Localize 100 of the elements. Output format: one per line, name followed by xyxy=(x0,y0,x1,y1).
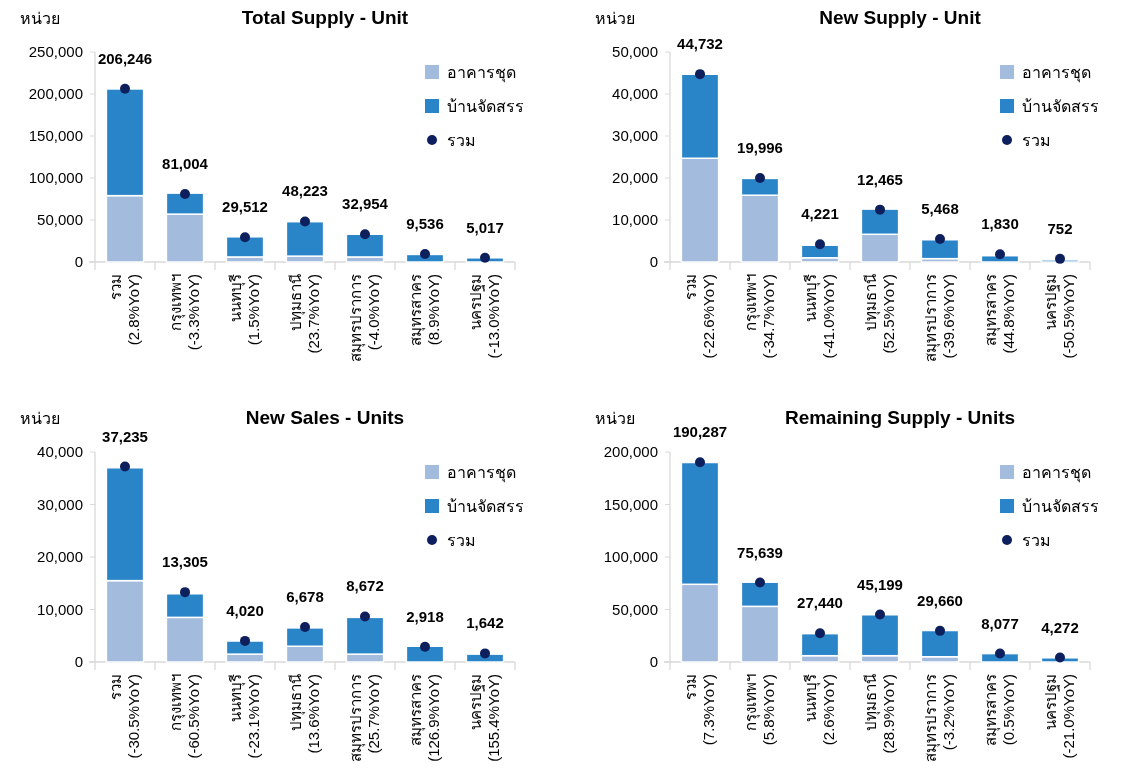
y-tick-label: 150,000 xyxy=(28,127,83,144)
x-tick-label: สมุทรปราการ (-39.6%YoY) xyxy=(922,274,958,362)
data-label: 8,672 xyxy=(346,577,384,595)
legend-label: อาคารชุด xyxy=(447,464,516,483)
bar xyxy=(800,244,840,259)
x-tick-label: สมุทรสาคร (0.5%YoY) xyxy=(982,674,1018,746)
y-tick-label: 100,000 xyxy=(603,548,658,565)
point xyxy=(420,248,430,259)
data-label: 29,512 xyxy=(222,198,268,216)
x-tick-label: นนทบุรี (1.5%YoY) xyxy=(227,274,263,346)
data-label: 8,077 xyxy=(981,614,1019,632)
data-label: 81,004 xyxy=(162,154,209,172)
y-tick-label: 200,000 xyxy=(603,443,658,460)
data-label: 37,235 xyxy=(102,427,148,445)
y-tick-label: 0 xyxy=(74,653,83,670)
y-tick-label: 0 xyxy=(74,253,83,270)
x-tick-label: ปทุมธานี (28.9%YoY) xyxy=(862,674,898,754)
x-tick-label: นนทบุรี (-23.1%YoY) xyxy=(227,674,263,759)
point xyxy=(755,577,765,588)
point xyxy=(995,648,1005,659)
y-tick-label: 30,000 xyxy=(612,127,658,144)
y-tick-label: 20,000 xyxy=(37,548,83,565)
legend-label: รวม xyxy=(1022,132,1051,149)
y-tick-label: 0 xyxy=(649,253,658,270)
point xyxy=(300,621,310,632)
y-tick-label: 10,000 xyxy=(37,600,83,618)
x-tick-label: กรุงเทพฯ (-3.3%YoY) xyxy=(167,274,203,351)
data-label: 9,536 xyxy=(406,214,444,232)
x-tick-label: กรุงเทพฯ (-60.5%YoY) xyxy=(167,674,203,759)
data-label: 44,732 xyxy=(677,35,723,53)
x-tick-label: นครปฐม (-13.0%YoY) xyxy=(467,274,503,359)
bar xyxy=(920,238,960,260)
data-label: 4,020 xyxy=(226,601,264,619)
y-axis-title: หน่วย xyxy=(595,410,635,427)
point xyxy=(360,611,370,622)
data-label: 206,246 xyxy=(97,49,153,67)
x-tick-label: สมุทรปราการ (-3.2%YoY) xyxy=(922,674,958,762)
point xyxy=(695,69,705,80)
x-tick-label: ปทุมธานี (52.5%YoY) xyxy=(862,274,898,354)
y-tick-label: 40,000 xyxy=(37,443,83,460)
x-tick-label: นนทบุรี (2.6%YoY) xyxy=(802,674,838,746)
data-label: 4,272 xyxy=(1041,618,1079,636)
data-label: 1,830 xyxy=(981,215,1019,233)
x-tick-label: สมุทรสาคร (44.8%YoY) xyxy=(982,274,1018,354)
y-axis-title: หน่วย xyxy=(20,410,60,427)
x-tick-label: สมุทรสาคร (8.9%YoY) xyxy=(407,274,443,346)
data-label: 5,468 xyxy=(921,200,959,218)
x-tick-label: สมุทรปราการ (-4.0%YoY) xyxy=(347,274,383,362)
chart-title: Total Supply - Unit xyxy=(241,7,409,28)
legend-label: อาคารชุด xyxy=(1022,464,1091,483)
x-tick-label: สมุทรสาคร (126.9%YoY) xyxy=(407,674,443,762)
point xyxy=(815,628,825,639)
data-label: 27,440 xyxy=(797,594,843,612)
point xyxy=(815,239,825,250)
x-tick-label: รวม (2.8%YoY) xyxy=(107,274,143,346)
y-tick-label: 20,000 xyxy=(612,169,658,186)
point xyxy=(935,625,945,636)
point xyxy=(120,83,130,94)
data-label: 12,465 xyxy=(857,170,903,188)
y-axis-title: หน่วย xyxy=(20,10,60,27)
x-tick-label: รวม (-30.5%YoY) xyxy=(107,674,143,759)
point xyxy=(935,234,945,245)
data-label: 48,223 xyxy=(282,182,328,200)
data-label: 5,017 xyxy=(466,218,504,236)
data-label: 45,199 xyxy=(857,575,903,593)
data-label: 19,996 xyxy=(737,139,783,157)
data-label: 190,287 xyxy=(672,423,728,441)
legend-label: อาคารชุด xyxy=(447,64,516,83)
data-label: 29,660 xyxy=(917,591,963,609)
chart-title: Remaining Supply - Units xyxy=(784,407,1016,428)
data-label: 75,639 xyxy=(737,543,783,561)
legend-label: อาคารชุด xyxy=(1022,64,1091,83)
point xyxy=(180,587,190,598)
point xyxy=(240,635,250,646)
x-tick-label: ปทุมธานี (23.7%YoY) xyxy=(287,274,323,354)
y-tick-label: 150,000 xyxy=(603,495,658,513)
x-tick-label: รวม (7.3%YoY) xyxy=(682,674,718,746)
legend-label: รวม xyxy=(1022,532,1051,549)
legend-label: บ้านจัดสรร xyxy=(447,498,524,515)
x-tick-label: กรุงเทพฯ (-34.7%YoY) xyxy=(742,274,778,359)
legend-label: รวม xyxy=(447,132,476,149)
point xyxy=(420,641,430,652)
point xyxy=(480,252,490,263)
data-label: 1,642 xyxy=(466,614,504,632)
point xyxy=(1055,652,1065,663)
x-tick-label: นครปฐม (155.4%YoY) xyxy=(467,674,503,762)
point xyxy=(1055,253,1065,264)
legend-label: รวม xyxy=(447,532,476,549)
x-tick-label: สมุทรปราการ (25.7%YoY) xyxy=(347,674,383,762)
bar xyxy=(405,645,445,663)
x-tick-label: ปทุมธานี (13.6%YoY) xyxy=(287,674,323,754)
data-label: 752 xyxy=(1047,219,1073,237)
point xyxy=(360,229,370,240)
point xyxy=(120,461,130,472)
data-label: 13,305 xyxy=(162,553,208,571)
y-axis-title: หน่วย xyxy=(595,10,635,27)
y-tick-label: 200,000 xyxy=(28,85,83,102)
y-tick-label: 50,000 xyxy=(37,211,83,228)
y-tick-label: 10,000 xyxy=(612,211,658,228)
data-label: 6,678 xyxy=(286,587,324,605)
